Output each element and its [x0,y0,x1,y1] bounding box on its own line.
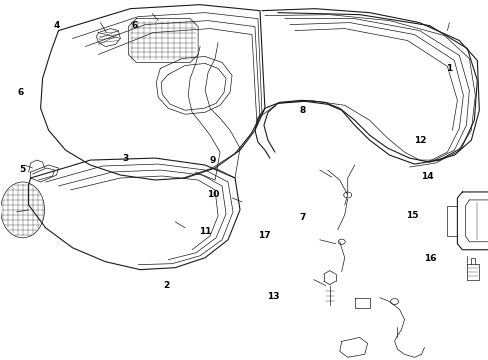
Text: 1: 1 [445,64,451,73]
Text: 9: 9 [209,156,216,165]
Text: 13: 13 [267,292,280,301]
Text: 17: 17 [257,231,270,240]
Text: 5: 5 [20,165,26,174]
Text: 8: 8 [299,105,305,114]
Text: 11: 11 [199,228,211,237]
Text: 2: 2 [163,281,169,290]
Text: 6: 6 [131,21,138,30]
Text: 4: 4 [54,21,60,30]
Text: 10: 10 [206,190,219,199]
Text: 14: 14 [420,172,433,181]
Text: 7: 7 [299,213,305,222]
Text: 3: 3 [122,154,128,163]
Text: 6: 6 [17,87,23,96]
Text: 16: 16 [423,255,435,264]
Text: 12: 12 [413,136,426,145]
Text: 15: 15 [406,211,418,220]
